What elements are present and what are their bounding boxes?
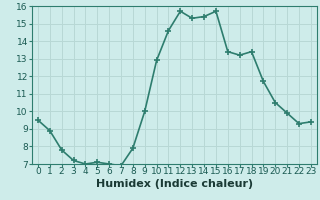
X-axis label: Humidex (Indice chaleur): Humidex (Indice chaleur) (96, 179, 253, 189)
